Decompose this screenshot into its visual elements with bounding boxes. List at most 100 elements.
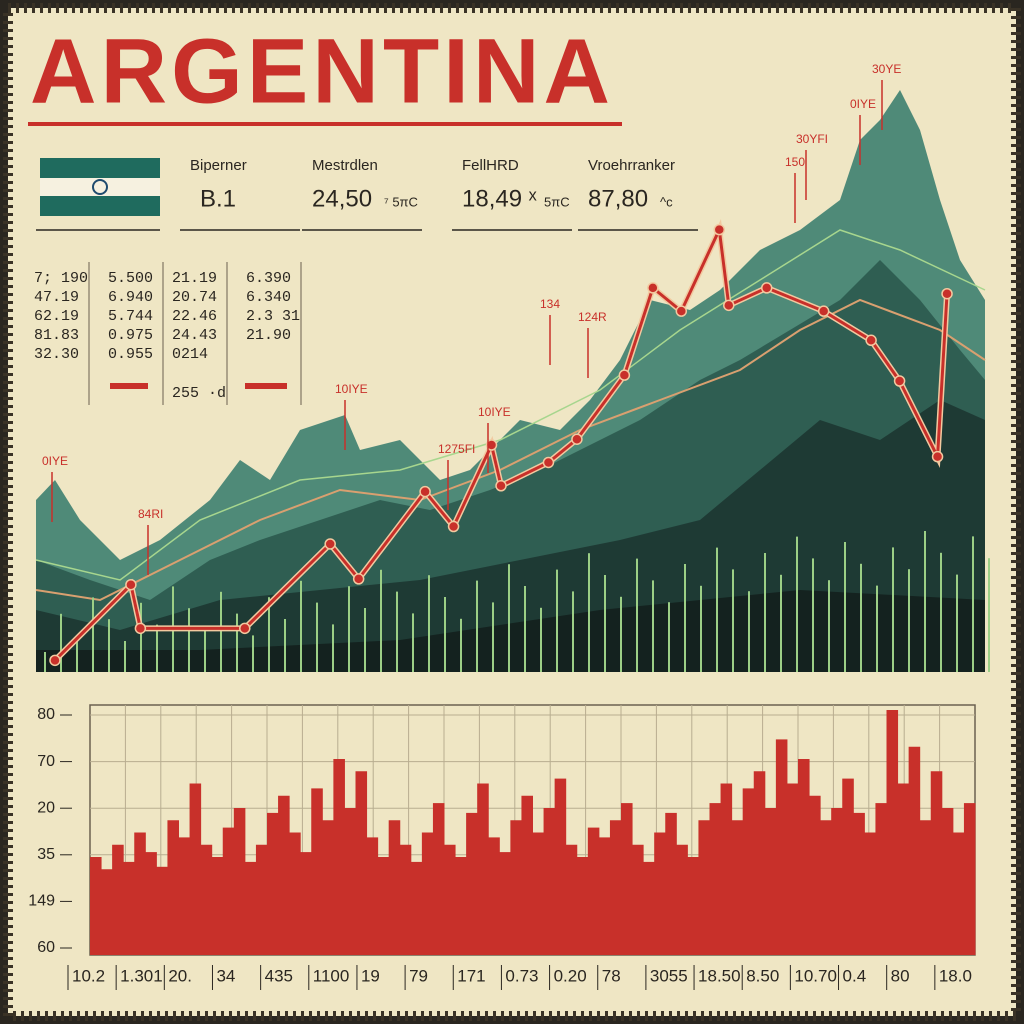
table-number: 7; 190	[34, 270, 88, 287]
bar	[421, 832, 434, 955]
bar	[466, 812, 478, 955]
bar	[543, 808, 556, 955]
annotation: 0IYE	[42, 454, 68, 468]
bar	[444, 844, 456, 955]
x-tick-label: 34	[216, 966, 235, 985]
bar	[853, 812, 865, 955]
table-number: 81.83	[34, 327, 79, 344]
bar	[952, 832, 965, 955]
price-point	[675, 305, 688, 317]
price-point	[893, 375, 906, 387]
x-tick-label: 10.2	[72, 966, 105, 985]
bar	[289, 832, 301, 955]
bar	[897, 783, 910, 955]
annotation: 0IYE	[850, 97, 876, 111]
bar	[178, 837, 191, 955]
price-point	[495, 480, 507, 492]
bar	[963, 803, 976, 955]
bar	[300, 852, 312, 955]
annotation: 134	[540, 297, 560, 311]
bar	[388, 820, 401, 955]
bar	[908, 746, 921, 955]
x-tick-label: 10.70	[794, 966, 837, 985]
bar	[576, 857, 589, 955]
annotation: 84RI	[138, 507, 163, 521]
price-point	[618, 369, 631, 381]
bar	[864, 832, 876, 955]
bar	[941, 808, 954, 955]
x-tick-label: 19	[361, 966, 380, 985]
bar	[919, 820, 932, 955]
red-bar	[110, 383, 148, 389]
bar	[698, 820, 710, 955]
bar	[532, 832, 545, 955]
table-number: 0.975	[108, 327, 153, 344]
bar	[632, 844, 644, 955]
bar	[786, 783, 799, 955]
x-tick-label: 171	[457, 966, 485, 985]
y-tick-label: 149	[28, 893, 55, 910]
stat-label: FellHRD	[462, 157, 519, 174]
stat-unit: ⁷ 5πC	[384, 194, 418, 209]
bar	[764, 808, 777, 955]
bar	[278, 795, 290, 955]
bar	[510, 820, 522, 955]
annotation: 30YFI	[796, 132, 828, 146]
price-point	[713, 223, 726, 236]
bar	[488, 837, 500, 955]
price-point	[352, 573, 365, 585]
bar	[267, 812, 279, 955]
bar	[731, 820, 744, 955]
y-tick-label: 60	[37, 939, 55, 956]
stat-value: 18,49 ˣ	[462, 185, 537, 212]
table-number: 24.43	[172, 327, 217, 344]
bar	[366, 837, 379, 955]
bar	[676, 844, 688, 955]
flag-stripe	[40, 196, 160, 216]
bar	[410, 861, 423, 955]
bar	[521, 795, 533, 955]
bar	[222, 827, 235, 955]
bar	[233, 808, 246, 955]
title: ARGENTINA	[30, 20, 610, 122]
flag-stripe	[40, 178, 160, 196]
price-point	[760, 282, 773, 294]
table-number: 255 ·d	[172, 385, 226, 402]
table-number: 5.744	[108, 308, 153, 325]
x-tick-label: 0.73	[505, 966, 538, 985]
table-number: 6.940	[108, 289, 153, 306]
stat-unit: 5πC	[544, 194, 570, 209]
flag	[40, 158, 160, 216]
annotation: 150	[785, 155, 805, 169]
stat-label: Vroehrranker	[588, 157, 675, 174]
bar	[90, 857, 102, 955]
price-point	[542, 456, 555, 469]
red-bar	[245, 383, 287, 389]
x-tick-label: 79	[409, 966, 428, 985]
stat-value: B.1	[200, 185, 236, 212]
bar	[621, 803, 633, 955]
bar	[687, 857, 699, 955]
table-number: 21.90	[246, 327, 291, 344]
annotation: 10IYE	[478, 405, 511, 419]
price-point	[239, 622, 251, 635]
table-number: 47.19	[34, 289, 79, 306]
stat-value: 87,80	[588, 185, 648, 212]
price-point	[931, 450, 944, 463]
table-number: 2.3 31	[246, 308, 300, 325]
trend-line	[35, 298, 986, 602]
bar	[587, 827, 600, 955]
bar	[344, 808, 356, 955]
price-point	[419, 485, 431, 498]
bar	[720, 783, 733, 955]
bar	[831, 808, 843, 955]
y-tick-label: 70	[37, 753, 55, 770]
bar	[101, 869, 113, 955]
x-tick-label: 1.301	[120, 966, 163, 985]
bar	[311, 788, 323, 955]
bar	[244, 861, 257, 955]
bar	[355, 771, 368, 955]
bar	[189, 783, 202, 955]
bar	[875, 803, 887, 955]
